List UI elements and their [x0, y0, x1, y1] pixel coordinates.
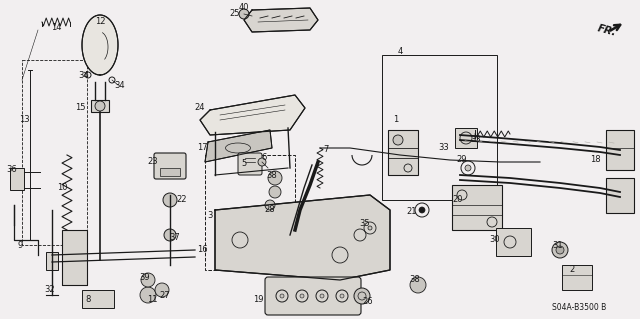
Text: 1: 1	[394, 115, 399, 124]
Circle shape	[419, 207, 425, 213]
Text: FR.: FR.	[596, 23, 618, 38]
Bar	[496, 228, 531, 256]
Text: 29: 29	[457, 155, 467, 165]
Bar	[382, 55, 497, 200]
Text: 32: 32	[45, 286, 55, 294]
Text: 26: 26	[363, 298, 373, 307]
Bar	[205, 155, 295, 270]
Bar	[452, 185, 502, 230]
Circle shape	[140, 287, 156, 303]
Circle shape	[163, 193, 177, 207]
Text: 24: 24	[195, 103, 205, 113]
Circle shape	[265, 200, 275, 210]
Circle shape	[552, 242, 568, 258]
Circle shape	[269, 186, 281, 198]
Bar	[22, 60, 87, 245]
Bar	[160, 168, 180, 176]
Text: 10: 10	[57, 183, 67, 192]
Text: 16: 16	[196, 246, 207, 255]
Text: 34: 34	[115, 80, 125, 90]
Text: 37: 37	[170, 234, 180, 242]
Text: 40: 40	[239, 4, 249, 12]
Bar	[62, 230, 87, 285]
Bar	[388, 130, 418, 175]
Circle shape	[320, 294, 324, 298]
Text: 5: 5	[241, 159, 246, 167]
Circle shape	[141, 273, 155, 287]
Text: 30: 30	[490, 235, 500, 244]
Circle shape	[340, 294, 344, 298]
Polygon shape	[215, 195, 390, 280]
Text: 14: 14	[51, 24, 61, 33]
Circle shape	[258, 158, 266, 166]
Bar	[606, 178, 634, 213]
Text: 33: 33	[470, 136, 481, 145]
FancyBboxPatch shape	[238, 153, 262, 175]
Circle shape	[368, 226, 372, 230]
Text: 31: 31	[553, 241, 563, 250]
Text: 17: 17	[196, 144, 207, 152]
Text: 21: 21	[407, 207, 417, 217]
Circle shape	[354, 288, 370, 304]
Bar	[606, 130, 634, 170]
Bar	[82, 290, 114, 308]
Bar	[455, 128, 477, 148]
Text: 6: 6	[261, 153, 267, 162]
Bar	[562, 265, 592, 290]
Text: 18: 18	[589, 155, 600, 165]
Text: S04A-B3500 B: S04A-B3500 B	[552, 303, 606, 312]
Text: 38: 38	[267, 170, 277, 180]
Circle shape	[95, 101, 105, 111]
Text: 4: 4	[397, 48, 403, 56]
Text: 27: 27	[160, 292, 170, 300]
Text: 35: 35	[360, 219, 371, 228]
Bar	[91, 100, 109, 112]
Text: 7: 7	[323, 145, 329, 154]
Text: 34: 34	[79, 71, 90, 80]
Circle shape	[164, 229, 176, 241]
Text: 11: 11	[147, 295, 157, 305]
Text: 20: 20	[452, 196, 463, 204]
Text: 9: 9	[17, 241, 22, 249]
Text: 19: 19	[253, 295, 263, 305]
Circle shape	[300, 294, 304, 298]
Text: 8: 8	[85, 295, 91, 305]
Text: 36: 36	[6, 166, 17, 174]
Text: 23: 23	[148, 158, 158, 167]
Text: 22: 22	[177, 196, 188, 204]
Polygon shape	[200, 95, 305, 135]
Text: 3: 3	[207, 211, 212, 219]
Bar	[46, 252, 58, 270]
Polygon shape	[244, 8, 318, 32]
Circle shape	[239, 9, 249, 19]
Text: 28: 28	[265, 205, 275, 214]
Text: 38: 38	[410, 276, 420, 285]
Text: 13: 13	[19, 115, 29, 124]
Circle shape	[280, 294, 284, 298]
FancyBboxPatch shape	[265, 277, 361, 315]
Circle shape	[410, 277, 426, 293]
Text: 33: 33	[438, 144, 449, 152]
Circle shape	[556, 246, 564, 254]
Circle shape	[155, 283, 169, 297]
Text: 15: 15	[75, 103, 85, 113]
Polygon shape	[205, 130, 272, 162]
Text: 12: 12	[95, 18, 105, 26]
Polygon shape	[82, 15, 118, 75]
Circle shape	[268, 171, 282, 185]
FancyBboxPatch shape	[154, 153, 186, 179]
Circle shape	[465, 165, 471, 171]
Bar	[10, 168, 24, 190]
Circle shape	[393, 135, 403, 145]
Text: 2: 2	[570, 265, 575, 275]
Text: 25: 25	[230, 10, 240, 19]
Text: 39: 39	[140, 273, 150, 283]
